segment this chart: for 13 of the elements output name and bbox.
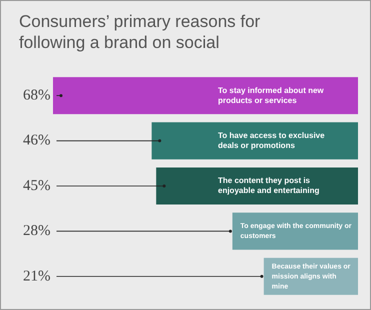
chart-title: Consumers’ primary reasons for following a brand on social [19,11,262,53]
data-label: 28% [23,223,50,240]
bar [232,212,358,250]
bar [156,167,358,205]
y-tick-label: The content they post is enjoyable and entertaining [218,176,320,196]
data-label: 46% [23,132,50,149]
y-tick-label: To have access to exclusive deals or promotions [218,131,326,150]
data-label: 21% [23,268,50,284]
y-tick-label: To stay informed about new products or services [218,86,324,105]
bar [152,122,358,160]
bar [53,77,358,114]
data-label: 45% [23,178,50,194]
data-label: 68% [23,88,50,104]
